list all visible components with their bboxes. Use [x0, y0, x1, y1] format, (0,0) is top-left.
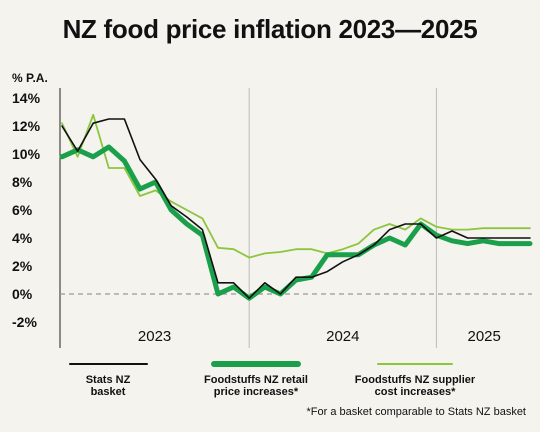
x-year-label: 2025	[468, 328, 501, 345]
y-axis-label: % P.A.	[12, 71, 48, 85]
series-line-retail	[59, 144, 533, 301]
series-line-stats-nz	[61, 118, 531, 300]
legend-label: Stats NZ	[86, 374, 131, 386]
legend-label: price increases*	[214, 386, 299, 398]
y-tick-label: 0%	[12, 286, 33, 302]
x-year-label: 2024	[326, 328, 359, 345]
y-tick-label: 4%	[12, 230, 33, 246]
chart-title: NZ food price inflation 2023—2025	[62, 14, 478, 44]
y-tick-label: -2%	[12, 314, 37, 330]
legend-label: Foodstuffs NZ supplier	[355, 374, 476, 386]
y-tick-label: 12%	[12, 118, 41, 134]
y-tick-label: 10%	[12, 146, 41, 162]
legend-label: cost increases*	[375, 386, 456, 398]
x-year-label: 2023	[138, 328, 171, 345]
y-tick-label: 2%	[12, 258, 33, 274]
y-tick-label: 6%	[12, 202, 33, 218]
legend-label: Foodstuffs NZ retail	[204, 374, 308, 386]
footnote: *For a basket comparable to Stats NZ bas…	[306, 406, 527, 418]
y-tick-label: 8%	[12, 174, 33, 190]
y-tick-label: 14%	[12, 90, 41, 106]
series-line-supplier	[61, 113, 531, 259]
legend-label: basket	[91, 386, 126, 398]
